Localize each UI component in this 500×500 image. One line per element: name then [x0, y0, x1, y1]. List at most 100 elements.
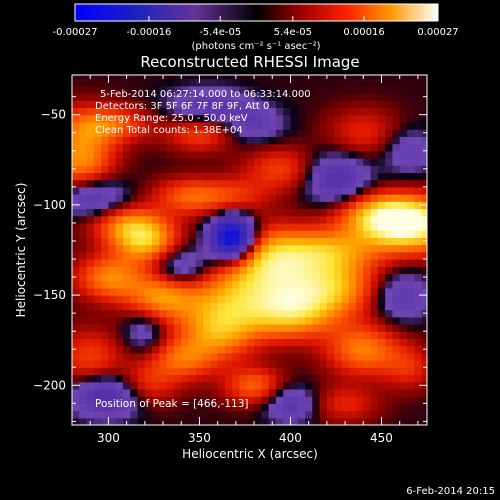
heatmap-cell — [224, 309, 233, 318]
heatmap-cell — [246, 244, 255, 253]
colorbar-tick-label: -0.00016 — [126, 27, 171, 38]
heatmap-cell — [152, 201, 160, 210]
heatmap-cell — [137, 287, 146, 296]
heatmap-cell — [392, 157, 401, 166]
heatmap-cell — [283, 367, 292, 376]
heatmap-cell — [181, 100, 190, 109]
heatmap-cell — [181, 136, 190, 145]
heatmap-cell — [414, 287, 423, 296]
heatmap-cell — [261, 331, 270, 340]
heatmap-cell — [173, 129, 182, 137]
heatmap-cell — [108, 259, 117, 267]
heatmap-cell — [239, 302, 248, 311]
heatmap-cell — [305, 85, 313, 94]
heatmap-cell — [319, 273, 328, 282]
heatmap-cell — [144, 222, 153, 231]
heatmap-cell — [385, 201, 394, 210]
heatmap-cell — [356, 85, 364, 94]
heatmap-cell — [399, 374, 408, 383]
heatmap-cell — [181, 93, 190, 101]
heatmap-cell — [290, 259, 299, 267]
heatmap-cell — [392, 165, 401, 174]
heatmap-cell — [334, 129, 343, 137]
heatmap-cell — [152, 360, 160, 368]
heatmap-cell — [370, 179, 379, 188]
heatmap-cell — [385, 331, 394, 340]
heatmap-cell — [399, 259, 408, 267]
heatmap-cell — [152, 309, 160, 318]
heatmap-cell — [173, 215, 182, 224]
heatmap-cell — [101, 331, 110, 340]
heatmap-cell — [210, 316, 219, 325]
heatmap-cell — [414, 230, 423, 238]
heatmap-cell — [406, 230, 415, 238]
heatmap-cell — [181, 374, 190, 383]
heatmap-cell — [246, 374, 255, 383]
heatmap-cell — [290, 316, 299, 325]
heatmap-cell — [224, 150, 233, 159]
heatmap-cell — [341, 136, 350, 145]
heatmap-cell — [195, 259, 204, 267]
heatmap-cell — [268, 396, 277, 404]
heatmap-cell — [115, 129, 124, 137]
heatmap-cell — [86, 194, 95, 202]
heatmap-cell — [188, 230, 197, 238]
heatmap-cell — [305, 410, 313, 419]
heatmap-cell — [166, 309, 175, 318]
heatmap-cell — [283, 396, 292, 404]
heatmap-cell — [122, 331, 131, 340]
heatmap-cell — [319, 215, 328, 224]
heatmap-cell — [275, 417, 284, 425]
heatmap-cell — [399, 381, 408, 390]
heatmap-cell — [326, 237, 335, 246]
heatmap-cell — [406, 143, 415, 152]
heatmap-cell — [122, 208, 131, 217]
heatmap-cell — [195, 367, 204, 376]
heatmap-cell — [421, 100, 427, 109]
heatmap-cell — [283, 222, 292, 231]
heatmap-cell — [137, 381, 146, 390]
heatmap-cell — [115, 295, 124, 303]
heatmap-cell — [239, 150, 248, 159]
heatmap-cell — [166, 100, 175, 109]
heatmap-cell — [268, 215, 277, 224]
heatmap-cell — [312, 266, 321, 275]
heatmap-cell — [254, 78, 262, 87]
heatmap-cell — [224, 360, 233, 368]
heatmap-cell — [159, 85, 168, 94]
heatmap-cell — [79, 323, 88, 332]
heatmap-cell — [319, 114, 328, 123]
heatmap-cell — [239, 215, 248, 224]
heatmap-cell — [173, 410, 182, 419]
heatmap-cell — [283, 201, 292, 210]
heatmap-cell — [181, 107, 190, 116]
heatmap-cell — [377, 143, 386, 152]
heatmap-cell — [203, 150, 211, 159]
heatmap-cell — [268, 410, 277, 419]
heatmap-cell — [377, 237, 386, 246]
heatmap-cell — [210, 244, 219, 253]
heatmap-cell — [341, 309, 350, 318]
heatmap-cell — [268, 287, 277, 296]
heatmap-cell — [261, 374, 270, 383]
heatmap-cell — [363, 295, 372, 303]
heatmap-cell — [115, 75, 124, 80]
heatmap-cell — [261, 208, 270, 217]
heatmap-cell — [195, 302, 204, 311]
heatmap-cell — [385, 273, 394, 282]
heatmap-cell — [115, 201, 124, 210]
heatmap-cell — [115, 367, 124, 376]
heatmap-cell — [305, 208, 313, 217]
heatmap-cell — [79, 143, 88, 152]
heatmap-cell — [246, 230, 255, 238]
heatmap-cell — [86, 287, 95, 296]
heatmap-cell — [268, 374, 277, 383]
heatmap-cell — [203, 316, 211, 325]
heatmap-cell — [377, 316, 386, 325]
heatmap-cell — [232, 251, 241, 260]
heatmap-cell — [385, 172, 394, 181]
heatmap-cell — [392, 230, 401, 238]
heatmap-cell — [173, 259, 182, 267]
heatmap-cell — [144, 374, 153, 383]
